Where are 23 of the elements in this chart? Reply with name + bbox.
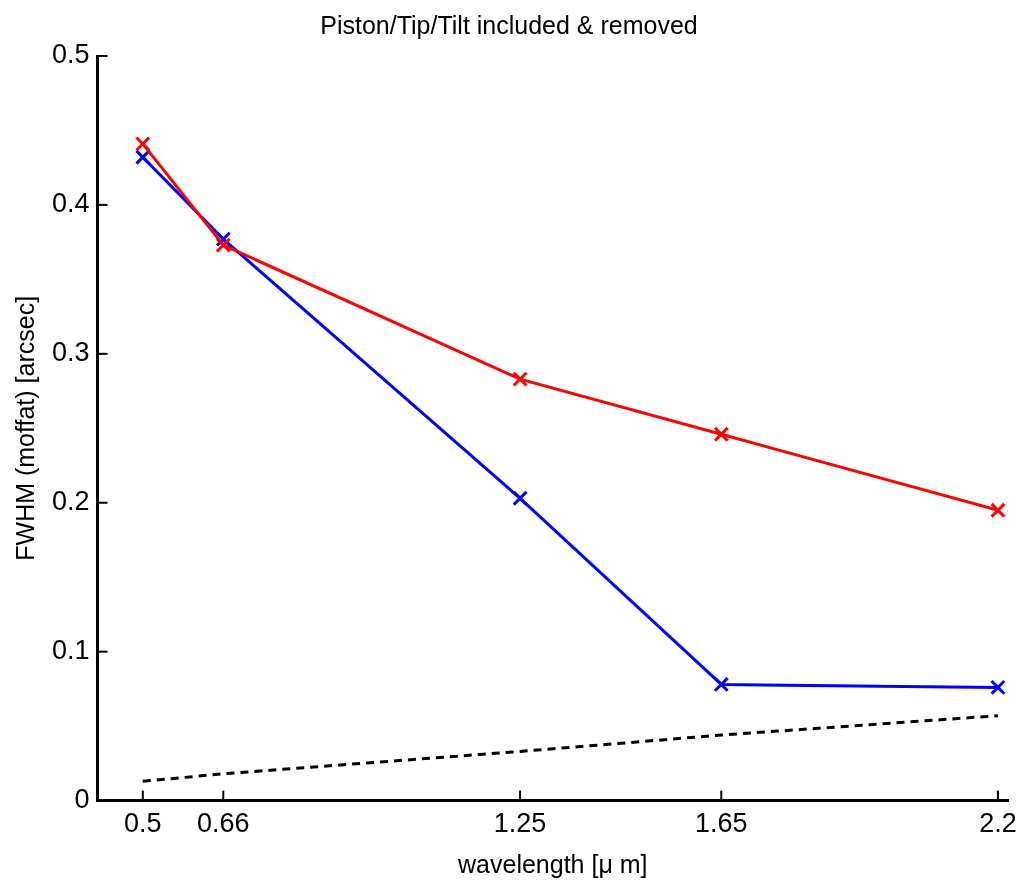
- y-tick-label: 0.4: [51, 188, 90, 219]
- chart-title: Piston/Tip/Tilt included & removed: [320, 10, 698, 39]
- point: [990, 679, 1006, 696]
- line-series: [141, 714, 1000, 783]
- y-tick-label: 0.1: [51, 635, 90, 666]
- point: [512, 490, 528, 507]
- y-tick-label: 0: [74, 784, 90, 815]
- x-tick-label: 2.2: [979, 808, 1017, 839]
- point: [713, 426, 730, 443]
- x-axis-title: wavelength [μ m]: [457, 849, 648, 878]
- point: [713, 676, 730, 693]
- y-axis-title: FWHM (moffat) [arcsec]: [10, 295, 39, 561]
- y-tick-label: 0.2: [51, 486, 90, 517]
- point: [512, 371, 528, 388]
- x-tick-label: 1.65: [695, 808, 748, 839]
- x-tick-label: 0.5: [124, 808, 162, 839]
- point: [134, 136, 151, 152]
- y-tick-label: 0.5: [51, 39, 90, 70]
- point: [215, 237, 232, 253]
- x-tick-label: 0.66: [197, 808, 250, 839]
- point: [990, 502, 1006, 519]
- x-tick-label: 1.25: [493, 808, 547, 839]
- y-tick-label: 0.3: [51, 337, 90, 368]
